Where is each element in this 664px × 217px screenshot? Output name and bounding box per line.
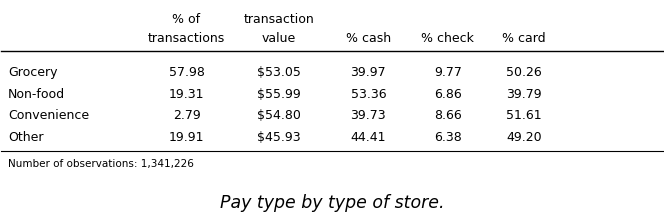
Text: transaction: transaction	[244, 13, 315, 26]
Text: 19.31: 19.31	[169, 87, 205, 100]
Text: transactions: transactions	[148, 32, 225, 45]
Text: value: value	[262, 32, 296, 45]
Text: 44.41: 44.41	[351, 131, 386, 144]
Text: $55.99: $55.99	[257, 87, 301, 100]
Text: 39.79: 39.79	[506, 87, 542, 100]
Text: 53.36: 53.36	[351, 87, 386, 100]
Text: 39.73: 39.73	[351, 109, 386, 122]
Text: $53.05: $53.05	[257, 66, 301, 79]
Text: 49.20: 49.20	[506, 131, 542, 144]
Text: % card: % card	[502, 32, 546, 45]
Text: 19.91: 19.91	[169, 131, 205, 144]
Text: 51.61: 51.61	[506, 109, 542, 122]
Text: Other: Other	[8, 131, 44, 144]
Text: Pay type by type of store.: Pay type by type of store.	[220, 194, 444, 212]
Text: $45.93: $45.93	[257, 131, 301, 144]
Text: Grocery: Grocery	[8, 66, 58, 79]
Text: Number of observations: 1,341,226: Number of observations: 1,341,226	[8, 159, 194, 169]
Text: Non-food: Non-food	[8, 87, 65, 100]
Text: % cash: % cash	[346, 32, 391, 45]
Text: 6.86: 6.86	[434, 87, 461, 100]
Text: % of: % of	[173, 13, 201, 26]
Text: 50.26: 50.26	[506, 66, 542, 79]
Text: 9.77: 9.77	[434, 66, 461, 79]
Text: 8.66: 8.66	[434, 109, 461, 122]
Text: 6.38: 6.38	[434, 131, 461, 144]
Text: 57.98: 57.98	[169, 66, 205, 79]
Text: % check: % check	[421, 32, 474, 45]
Text: Convenience: Convenience	[8, 109, 89, 122]
Text: 39.97: 39.97	[351, 66, 386, 79]
Text: $54.80: $54.80	[257, 109, 301, 122]
Text: 2.79: 2.79	[173, 109, 201, 122]
